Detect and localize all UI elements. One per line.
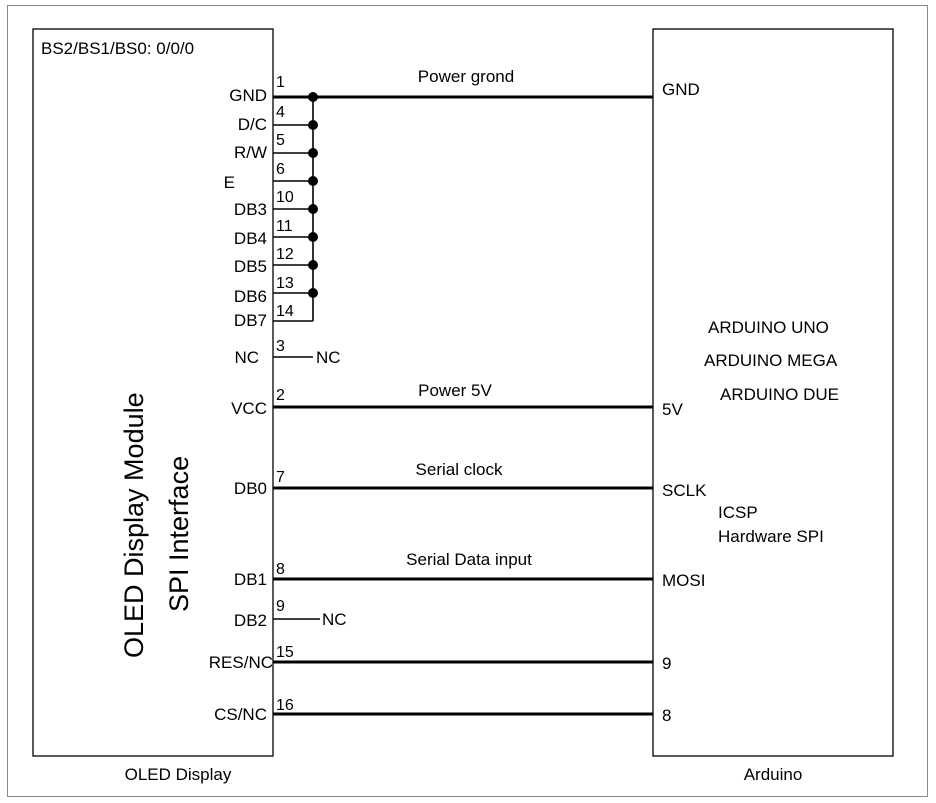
junction-dot [308,288,318,298]
junction-dot [308,260,318,270]
arduino-pin-mosi: MOSI [662,571,705,590]
oled-module-title: OLED Display Module [119,392,149,658]
pin-label-db7: DB7 [234,311,267,330]
signal-label-data: Serial Data input [406,550,532,569]
pin-number: 2 [276,387,285,404]
arduino-board-box [652,28,894,757]
nc-label-pin3: NC [316,348,341,367]
pin-number: 15 [276,644,294,661]
pin-number: 12 [276,246,294,263]
pin-label-db2: DB2 [234,611,267,630]
pin-number: 8 [276,561,285,578]
arduino-pin-8: 8 [662,706,671,725]
pin-label-db5: DB5 [234,257,267,276]
oled-caption: OLED Display [125,765,232,784]
arduino-pin-9: 9 [662,654,671,673]
pin-label-vcc: VCC [231,399,267,418]
pin-number: 7 [276,469,285,486]
board-name-mega: ARDUINO MEGA [704,351,838,370]
signal-label-clk: Serial clock [416,460,503,479]
pin-label-db0: DB0 [234,479,267,498]
pin-number: 6 [276,161,285,178]
pin-label-rw: R/W [234,143,267,162]
junction-dot [308,148,318,158]
pin-number: 10 [276,189,294,206]
signal-label-vcc: Power 5V [418,381,492,400]
junction-dot [308,232,318,242]
ground-bus [273,97,314,322]
arduino-pin-5v: 5V [662,400,683,419]
hardware-spi-note: Hardware SPI [718,527,824,546]
pin-label-dc: D/C [238,115,267,134]
icsp-note: ICSP [718,503,758,522]
pin-number: 4 [276,104,285,121]
pin-number: 3 [276,338,285,355]
pin-label-e: E [224,173,235,192]
pin-label-db4: DB4 [234,229,267,248]
junction-dot [308,176,318,186]
board-name-uno: ARDUINO UNO [708,318,829,337]
arduino-pin-sclk: SCLK [662,481,707,500]
diagram-frame [7,5,928,797]
junction-dot [308,204,318,214]
nc-label-pin9: NC [322,610,347,629]
board-name-due: ARDUINO DUE [720,385,839,404]
pin-number: 1 [276,74,285,91]
pin-label-gnd: GND [229,86,267,105]
pin-number: 5 [276,132,285,149]
pin-number: 11 [276,218,293,235]
pin-number: 9 [276,598,285,615]
junction-dot [308,120,318,130]
pin-label-cs: CS/NC [214,705,267,724]
oled-module-box [32,28,274,757]
pin-label-db1: DB1 [234,570,267,589]
arduino-pin-gnd: GND [662,80,700,99]
signal-label-gnd: Power grond [418,67,514,86]
pin-label-res: RES/NC [209,653,273,672]
arduino-caption: Arduino [744,765,803,784]
pin-label-db6: DB6 [234,287,267,306]
spi-interface-title: SPI Interface [164,456,194,612]
pin-number: 16 [276,697,294,714]
pin-label-db3: DB3 [234,200,267,219]
bus-select-label: BS2/BS1/BS0: 0/0/0 [41,39,194,58]
pin-number: 14 [276,303,294,320]
pin-label-nc: NC [234,348,259,367]
pin-number: 13 [276,275,294,292]
